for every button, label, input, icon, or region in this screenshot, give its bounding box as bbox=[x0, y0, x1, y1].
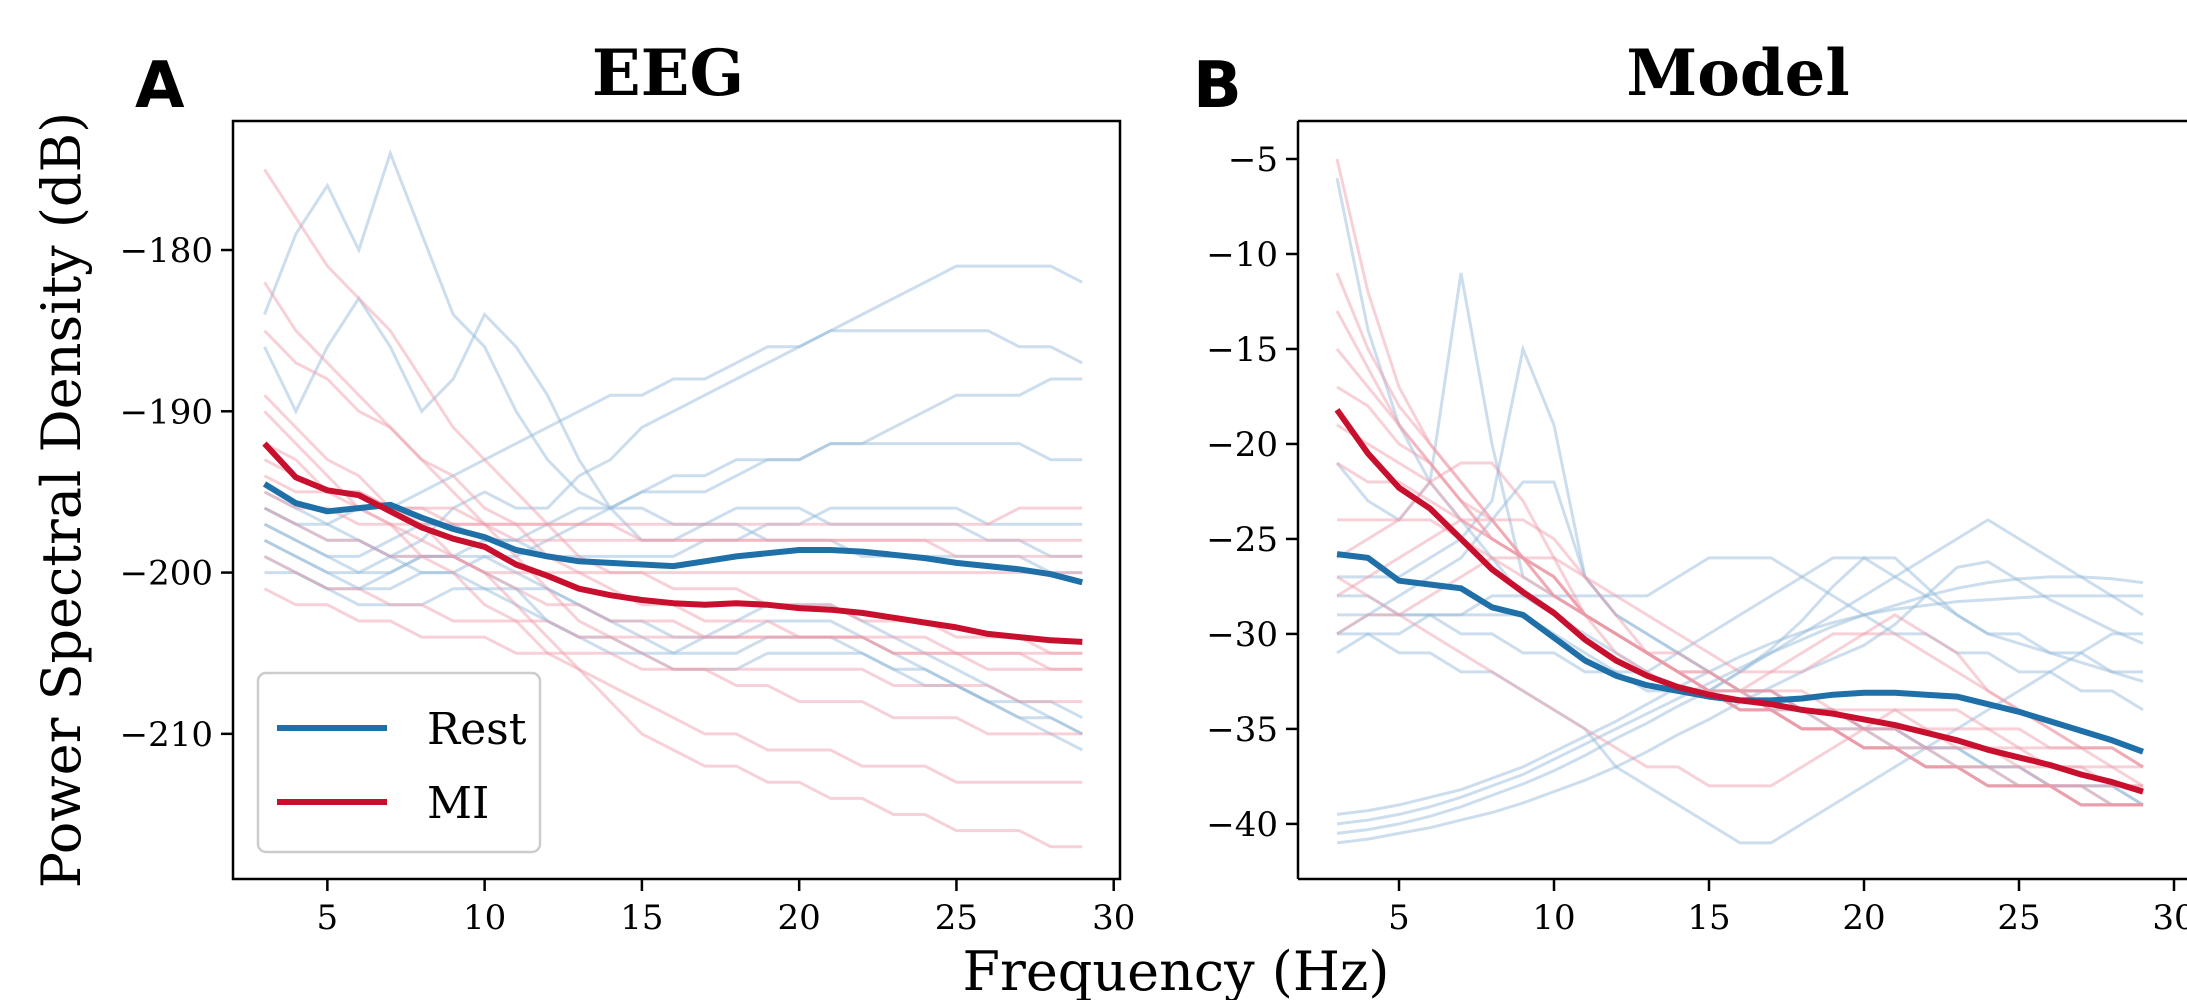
panel-b-y-ticks: −5 −10 −15 −20 −25 −30 −35 −40 bbox=[1206, 140, 1298, 845]
faint-mi-trace-5 bbox=[1336, 423, 2143, 788]
x-tick-label: 20 bbox=[1842, 898, 1885, 938]
y-tick-label: −10 bbox=[1206, 235, 1278, 275]
legend: Rest MI bbox=[256, 671, 542, 854]
x-tick-label: 25 bbox=[1997, 898, 2040, 938]
panel-a-eeg: A EEG 5 10 15 20 25 30 −180 −190 −200 −210 Rest … bbox=[120, 36, 1136, 938]
faint-rest-trace-8 bbox=[263, 538, 1083, 752]
faint-rest-trace-3 bbox=[263, 329, 1083, 526]
panel-a-frame bbox=[231, 119, 1122, 881]
y-tick-label: −200 bbox=[120, 554, 213, 594]
mean-rest-line bbox=[262, 481, 1084, 586]
faint-mi-trace-9 bbox=[263, 555, 1083, 655]
faint-rest-trace-0 bbox=[1335, 177, 2143, 807]
x-axis-label: Frequency (Hz) bbox=[963, 940, 1390, 1000]
faint-mi-trace-2 bbox=[1335, 310, 2143, 807]
panel-b-x-ticks: 5 10 15 20 25 30 bbox=[1388, 879, 2187, 938]
y-tick-label: −180 bbox=[120, 231, 213, 271]
faint-mi-trace-9 bbox=[1336, 518, 2144, 769]
mean-mi-line bbox=[262, 441, 1083, 645]
faint-rest-trace-9 bbox=[263, 555, 1083, 736]
mean-mi-line bbox=[1334, 408, 2144, 795]
faint-rest-trace-6 bbox=[1336, 594, 2143, 816]
faint-rest-trace-1 bbox=[1335, 272, 2143, 807]
faint-rest-trace-5 bbox=[263, 442, 1083, 575]
faint-mi-trace-10 bbox=[1336, 556, 2144, 769]
y-axis-label: Power Spectral Density (dB) bbox=[30, 112, 93, 889]
x-tick-label: 30 bbox=[2152, 898, 2187, 938]
faint-rest-trace-2 bbox=[263, 264, 1083, 575]
faint-mi-trace-5 bbox=[263, 442, 1083, 671]
faint-mi-trace-8 bbox=[263, 506, 1083, 575]
y-tick-label: −210 bbox=[120, 715, 213, 755]
panel-b-faint-traces bbox=[1335, 158, 2144, 845]
faint-mi-trace-8 bbox=[1336, 461, 2144, 769]
faint-rest-trace-7 bbox=[1336, 575, 2144, 826]
faint-rest-trace-0 bbox=[263, 148, 1083, 575]
x-tick-label: 10 bbox=[1532, 898, 1575, 938]
faint-rest-trace-6 bbox=[263, 506, 1083, 720]
panel-b-model: B Model 5 10 15 20 25 30 −5 −10 −15 −20 −25 −30 −35… bbox=[1193, 36, 2187, 938]
y-tick-label: −30 bbox=[1206, 615, 1278, 655]
y-tick-label: −5 bbox=[1228, 140, 1278, 180]
legend-box bbox=[256, 671, 542, 854]
x-tick-label: 5 bbox=[1388, 898, 1410, 938]
faint-rest-trace-9 bbox=[1337, 632, 2143, 845]
y-tick-label: −20 bbox=[1206, 425, 1278, 465]
x-tick-label: 25 bbox=[935, 898, 978, 938]
faint-mi-trace-7 bbox=[263, 490, 1083, 542]
faint-mi-trace-11 bbox=[1336, 575, 2143, 788]
legend-mi-label: MI bbox=[427, 778, 489, 829]
faint-rest-trace-4 bbox=[263, 377, 1083, 575]
x-tick-label: 20 bbox=[778, 898, 821, 938]
x-tick-label: 5 bbox=[317, 898, 339, 938]
faint-rest-trace-8 bbox=[1337, 518, 2144, 693]
x-tick-label: 15 bbox=[620, 898, 663, 938]
y-tick-label: −40 bbox=[1206, 805, 1278, 845]
x-tick-label: 30 bbox=[1092, 898, 1135, 938]
faint-mi-trace-0 bbox=[1335, 158, 2143, 807]
faint-mi-trace-0 bbox=[263, 168, 1083, 655]
faint-mi-trace-4 bbox=[263, 410, 1083, 784]
faint-rest-trace-1 bbox=[263, 295, 1083, 558]
x-tick-label: 10 bbox=[463, 898, 506, 938]
faint-mi-trace-6 bbox=[263, 474, 1083, 526]
faint-rest-trace-7 bbox=[264, 571, 1083, 736]
faint-mi-trace-4 bbox=[1336, 385, 2143, 807]
panel-a-y-ticks: −180 −190 −200 −210 bbox=[120, 231, 233, 755]
panel-a-letter: A bbox=[135, 49, 185, 123]
faint-rest-trace-10 bbox=[1337, 556, 2143, 674]
panel-a-mean-traces bbox=[262, 441, 1084, 645]
faint-mi-trace-3 bbox=[1335, 348, 2143, 807]
legend-rest-label: Rest bbox=[427, 704, 527, 755]
faint-mi-trace-1 bbox=[263, 281, 1083, 736]
faint-mi-trace-1 bbox=[1335, 272, 2143, 807]
x-tick-label: 15 bbox=[1687, 898, 1730, 938]
faint-mi-trace-2 bbox=[263, 329, 1083, 671]
faint-mi-trace-10 bbox=[263, 587, 1083, 704]
panel-b-title: Model bbox=[1626, 36, 1849, 111]
faint-rest-trace-11 bbox=[1336, 556, 2144, 712]
panel-b-mean-traces bbox=[1334, 408, 2145, 795]
y-tick-label: −25 bbox=[1206, 520, 1278, 560]
y-tick-label: −190 bbox=[120, 392, 213, 432]
faint-rest-trace-10 bbox=[263, 506, 1083, 558]
panel-a-title: EEG bbox=[592, 36, 744, 111]
y-tick-label: −15 bbox=[1206, 330, 1278, 370]
faint-rest-trace-2 bbox=[1337, 343, 2144, 807]
faint-rest-trace-4 bbox=[1336, 556, 2144, 835]
y-tick-label: −35 bbox=[1206, 710, 1278, 750]
panel-b-letter: B bbox=[1193, 49, 1242, 123]
faint-mi-trace-6 bbox=[1336, 461, 2143, 788]
panel-a-x-ticks: 5 10 15 20 25 30 bbox=[317, 879, 1135, 938]
